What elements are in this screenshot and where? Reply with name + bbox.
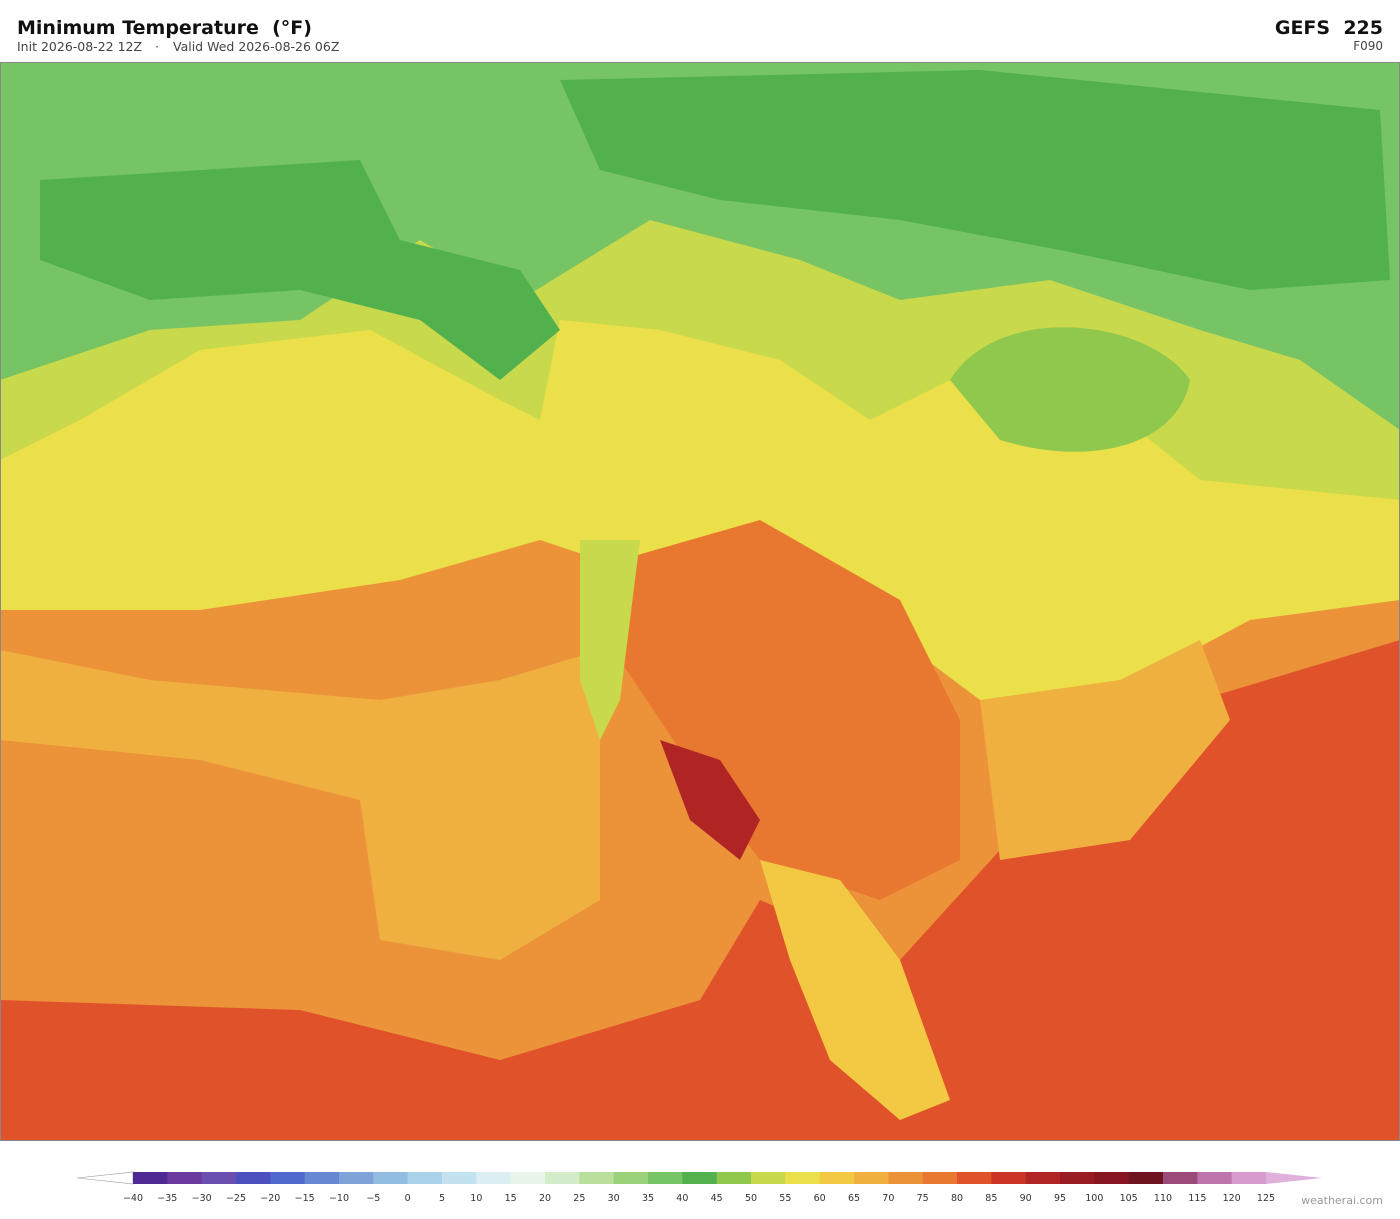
colorbar-bin bbox=[167, 1172, 203, 1184]
colorbar-bin bbox=[888, 1172, 924, 1184]
colorbar-label: 70 bbox=[882, 1193, 894, 1204]
colorbar-bin bbox=[476, 1172, 512, 1184]
pacific-coast bbox=[580, 540, 640, 740]
hot-ocean bbox=[0, 640, 1400, 1140]
colorbar-bin bbox=[1025, 1172, 1061, 1184]
colorbar-label: 65 bbox=[848, 1193, 860, 1204]
colorbar-bin bbox=[339, 1172, 374, 1184]
colorbar-label: 105 bbox=[1120, 1193, 1138, 1204]
colorbar-bin bbox=[648, 1172, 683, 1184]
colorbar-label: 80 bbox=[951, 1193, 963, 1204]
colorbar-label: −35 bbox=[157, 1193, 177, 1204]
colorbar-bin bbox=[785, 1172, 821, 1184]
colorbar-bin bbox=[1231, 1172, 1267, 1184]
colorbar-label: −25 bbox=[226, 1193, 246, 1204]
forecast-hour: F090 bbox=[1353, 39, 1383, 53]
us-east bbox=[980, 640, 1230, 860]
colorbar-bin bbox=[819, 1172, 855, 1184]
colorbar-bin bbox=[751, 1172, 786, 1184]
colorbar-bin bbox=[1094, 1172, 1130, 1184]
colorbar-bin bbox=[957, 1172, 992, 1184]
colorbar-label: −15 bbox=[295, 1193, 315, 1204]
colorbar-bin bbox=[854, 1172, 889, 1184]
colorbar-bin bbox=[991, 1172, 1027, 1184]
colorbar-label: 55 bbox=[779, 1193, 791, 1204]
colorbar-label: 10 bbox=[470, 1193, 482, 1204]
colorbar-label: 85 bbox=[985, 1193, 997, 1204]
colorbar-label: 100 bbox=[1085, 1193, 1103, 1204]
pacific-mid bbox=[0, 650, 600, 960]
colorbar-label: 35 bbox=[642, 1193, 654, 1204]
colorbar-label: 50 bbox=[745, 1193, 757, 1204]
colorbar-bin bbox=[442, 1172, 477, 1184]
colorbar-bin bbox=[682, 1172, 718, 1184]
colorbar-bin bbox=[270, 1172, 306, 1184]
colorbar-bin bbox=[304, 1172, 340, 1184]
colorbar-label: 120 bbox=[1223, 1193, 1241, 1204]
colorbar-label: 110 bbox=[1154, 1193, 1172, 1204]
colorbar-bin bbox=[716, 1172, 752, 1184]
colorbar-bin bbox=[373, 1172, 409, 1184]
colorbar-label: 45 bbox=[711, 1193, 723, 1204]
colorbar-bin bbox=[545, 1172, 580, 1184]
desert-hot bbox=[660, 740, 760, 860]
colorbar-bin bbox=[1060, 1172, 1095, 1184]
map bbox=[0, 62, 1400, 1141]
colorbar-label: 90 bbox=[1020, 1193, 1032, 1204]
colorbar-label: −5 bbox=[366, 1193, 380, 1204]
colorbar-label: 0 bbox=[405, 1193, 411, 1204]
hudson-bay bbox=[950, 327, 1190, 452]
colorbar-bin bbox=[201, 1172, 237, 1184]
colorbar-label: 125 bbox=[1257, 1193, 1275, 1204]
init-time: Init 2026-08-22 12Z bbox=[17, 39, 142, 54]
colorbar-label: 5 bbox=[439, 1193, 445, 1204]
colorbar-label: 60 bbox=[814, 1193, 826, 1204]
colorbar-bin bbox=[1197, 1172, 1233, 1184]
separator: · bbox=[155, 39, 159, 54]
colorbar-label: 115 bbox=[1188, 1193, 1206, 1204]
colorbar-label: 95 bbox=[1054, 1193, 1066, 1204]
colorbar-bin bbox=[1128, 1172, 1164, 1184]
colorbar-label: 30 bbox=[608, 1193, 620, 1204]
colorbar-label: 75 bbox=[917, 1193, 929, 1204]
colorbar-label: −40 bbox=[123, 1193, 143, 1204]
colorbar-bin bbox=[613, 1172, 649, 1184]
model-name: GEFS 225 bbox=[1275, 17, 1383, 39]
colorbar-bin bbox=[236, 1172, 271, 1184]
colorbar-label: 15 bbox=[505, 1193, 517, 1204]
colorbar-bin bbox=[510, 1172, 546, 1184]
colorbar-over bbox=[1266, 1172, 1322, 1184]
alaska bbox=[40, 160, 560, 380]
colorbar-bin bbox=[1163, 1172, 1198, 1184]
colorbar-bin bbox=[133, 1172, 168, 1184]
colorbar-label: 40 bbox=[676, 1193, 688, 1204]
colorbar-bin bbox=[407, 1172, 443, 1184]
watermark: weatherai.com bbox=[1301, 1194, 1383, 1207]
colorbar-label: −20 bbox=[260, 1193, 280, 1204]
us-southwest bbox=[620, 520, 960, 900]
colorbar: −40 −35 −30 −25 −20 −15 −10 −5 0 5 10 15 20 25 30 35 40 4… bbox=[76, 1171, 1322, 1204]
colorbar-label: −10 bbox=[329, 1193, 349, 1204]
colorbar-label: 20 bbox=[539, 1193, 551, 1204]
title: Minimum Temperature (°F) bbox=[17, 17, 312, 39]
valid-time: Valid Wed 2026-08-26 06Z bbox=[173, 39, 339, 54]
colorbar-bin bbox=[579, 1172, 615, 1184]
colorbar-label: −30 bbox=[192, 1193, 212, 1204]
colorbar-label: 25 bbox=[573, 1193, 585, 1204]
mexico-plateau bbox=[760, 860, 950, 1120]
arctic bbox=[560, 70, 1390, 290]
colorbar-bin bbox=[922, 1172, 958, 1184]
